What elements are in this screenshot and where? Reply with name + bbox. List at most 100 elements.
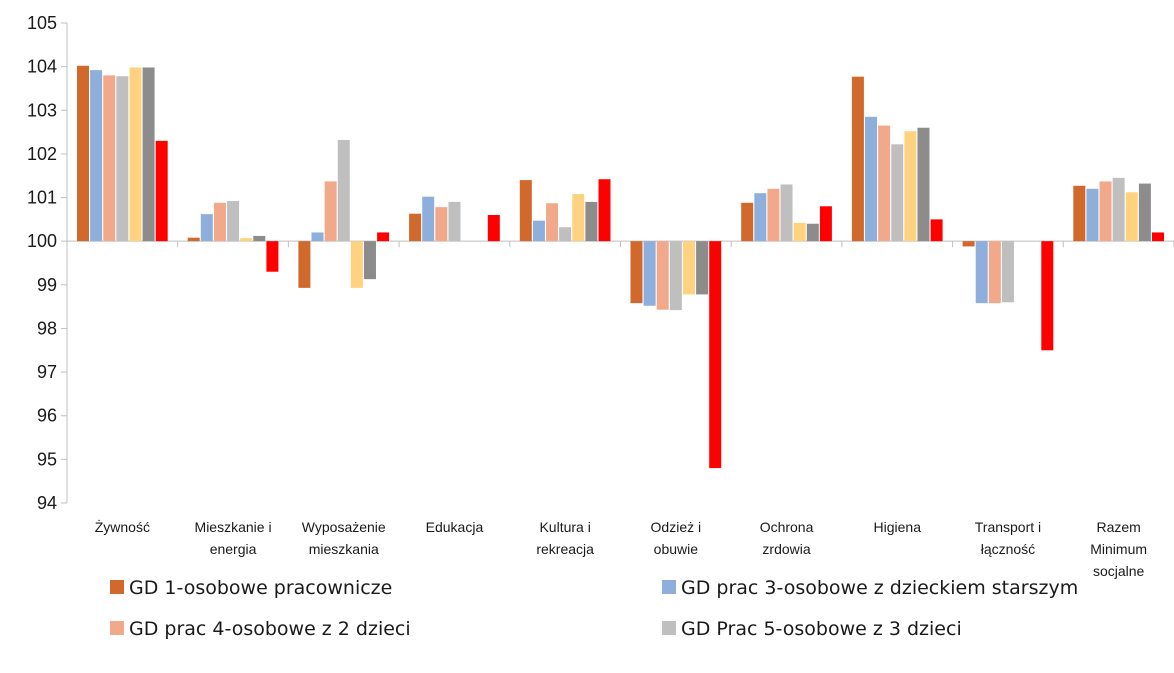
bar [656,241,669,310]
bar [546,203,559,242]
bar [1099,181,1112,242]
bars-group [77,65,1164,469]
bar [806,223,819,242]
bar [754,193,767,242]
bar [142,67,155,242]
x-category-label: Transport i [975,519,1041,535]
bar [643,241,656,306]
x-category-label: Kultura i [539,519,590,535]
y-tick-label: 101 [27,188,57,208]
bar [129,67,142,242]
bar [448,201,461,242]
legend-swatch [110,621,124,635]
y-tick-label: 102 [27,144,57,164]
bar [1112,177,1125,242]
bar [350,241,363,288]
bar [904,131,917,242]
bar [532,220,545,242]
y-tick-label: 96 [37,406,57,426]
y-tick-label: 105 [27,13,57,33]
bar [630,241,643,304]
bar [116,76,129,242]
bar [696,241,709,295]
x-category-label: łączność [981,541,1035,557]
bar [793,222,806,242]
bar [519,180,532,242]
bar [377,232,390,242]
bar [988,241,1001,304]
y-tick-label: 98 [37,318,57,338]
bar [324,181,337,242]
bar [227,201,240,242]
bar [709,241,722,469]
legend-label: GD 1-osobowe pracownicze [129,577,392,599]
bar [669,241,682,311]
y-axis: 94 95 96 97 98 99 100 101 102 103 104 105 [27,13,68,513]
legend-label: GD prac 3-osobowe z dzieckiem starszym [681,577,1078,599]
bar [878,125,891,242]
x-category-label: Razem [1096,519,1140,535]
bar [682,241,695,295]
y-tick-label: 99 [37,275,57,295]
bar [559,227,572,242]
bar [917,127,930,242]
x-category-label: rekreacja [536,541,594,557]
legend-label: GD Prac 5-osobowe z 3 dzieci [681,618,962,640]
bar [363,241,376,280]
x-category-label: socjalne [1093,563,1145,579]
legend-label: GD prac 4-osobowe z 2 dzieci [129,618,411,640]
x-category-label: Edukacja [426,519,484,535]
bar [90,70,103,242]
bar [1125,192,1138,242]
x-category-label: Żywność [95,518,150,535]
x-category-label: obuwie [654,541,699,557]
x-category-label: Mieszkanie i [195,519,272,535]
bar [1086,188,1099,242]
bar [422,196,435,242]
bar [487,215,500,242]
bar [1138,183,1151,242]
bar [585,201,598,242]
bar [780,184,793,242]
bar [930,219,943,242]
bar [200,214,213,242]
bar [266,241,279,272]
legend: GD 1-osobowe pracownicze GD prac 3-osobow… [110,577,1078,640]
bar [311,232,324,242]
bar [435,207,448,242]
category-labels: Żywność Mieszkanie i energia Wyposażenie mie… [95,518,1147,579]
bar [1001,241,1014,303]
bar [253,235,266,242]
x-category-label: Minimum [1090,541,1147,557]
bar [962,241,975,247]
bar [187,237,200,242]
x-category-label: Ochrona [760,519,814,535]
bar [819,206,832,242]
bar [77,65,89,242]
x-category-label: Higiena [874,519,922,535]
bar [1041,241,1054,351]
bar [213,202,226,242]
bar [865,116,878,242]
bar [598,179,611,242]
y-tick-label: 94 [37,493,57,513]
x-category-label: Odzież i [651,519,702,535]
bar [337,139,350,242]
y-tick-label: 97 [37,362,57,382]
bar [741,202,754,242]
bar [572,194,585,242]
x-category-label: energia [210,541,257,557]
x-category-label: zrdowia [762,541,810,557]
x-category-label: Wyposażenie [302,519,386,535]
legend-swatch [662,580,676,594]
bar [851,76,864,242]
bar [891,144,904,242]
bar [240,238,253,242]
y-tick-label: 100 [27,231,57,251]
bar [155,140,168,242]
x-category-label: mieszkania [309,541,379,557]
y-tick-label: 95 [37,449,57,469]
bar [409,213,422,242]
y-tick-label: 104 [27,57,57,77]
